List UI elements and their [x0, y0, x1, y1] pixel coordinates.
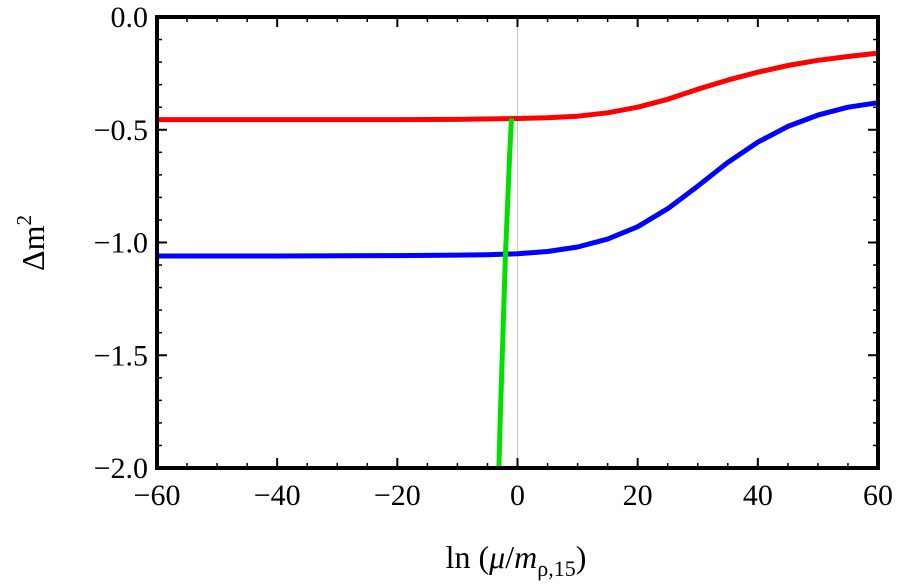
- x-axis-label-m: m: [514, 539, 537, 575]
- tick-layer: [156, 16, 879, 469]
- y-axis-label: Δm2: [12, 215, 51, 271]
- x-axis-label-suffix: ): [576, 539, 587, 575]
- x-tick-label: −60: [134, 479, 181, 512]
- x-tick-label: −20: [374, 479, 421, 512]
- x-tick-label: 20: [623, 479, 653, 512]
- y-tick-label: −1.0: [94, 227, 148, 260]
- x-tick-label: 0: [510, 479, 525, 512]
- y-tick-label: −1.5: [94, 339, 148, 372]
- series-line-2: [157, 100, 879, 259]
- y-tick-label: −2.0: [94, 452, 148, 485]
- series-line-1: [157, 50, 879, 123]
- y-axis-label-superscript: 2: [12, 215, 36, 226]
- series-line-3: [496, 118, 514, 469]
- x-axis-label: ln (μ/mρ,15): [446, 539, 587, 581]
- series-layer: [157, 50, 879, 469]
- x-axis-label-slash: /: [505, 539, 514, 575]
- x-axis-label-mu: μ: [488, 539, 505, 575]
- x-tick-label: 40: [743, 479, 773, 512]
- x-tick-label: −40: [254, 479, 301, 512]
- y-tick-label: −0.5: [94, 114, 148, 147]
- x-axis-label-prefix: ln (: [446, 539, 490, 575]
- y-axis-label-base: Δm: [15, 225, 51, 271]
- y-tick-label: 0.0: [111, 1, 149, 34]
- tick-label-layer: −60 −40 −20 0 20 40 60 0.0 −0.5 −1.0 −1.5 −2.0: [94, 1, 893, 512]
- x-tick-label: 60: [863, 479, 893, 512]
- x-axis-label-subscript: ρ,15: [537, 556, 575, 581]
